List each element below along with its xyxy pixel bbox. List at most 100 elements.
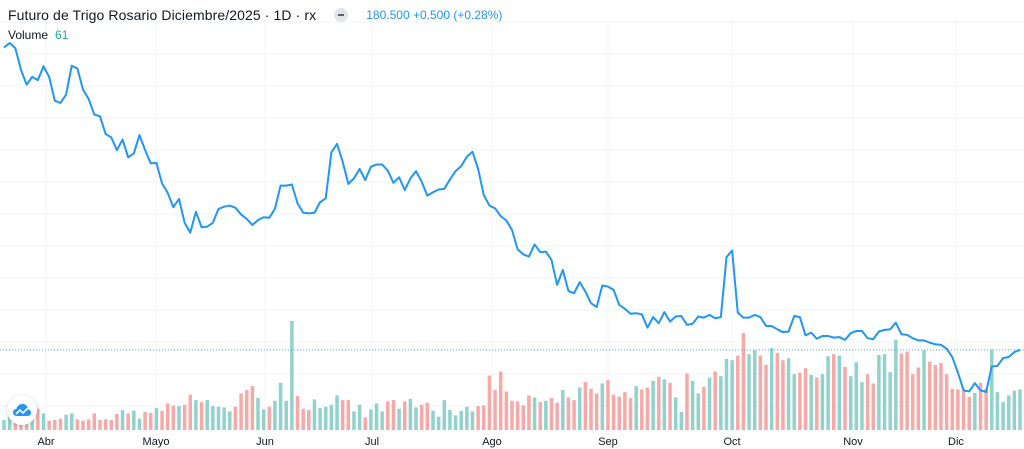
volume-bar [831,354,836,430]
volume-bar [786,358,791,430]
volume-bar [600,383,605,430]
x-tick-label: Abr [37,436,54,448]
volume-bar [103,419,108,430]
volume-bar [995,392,1000,430]
volume-bar [555,402,559,430]
volume-bar [673,397,678,430]
volume-bar [222,407,226,430]
volume-label: Volume [8,28,49,42]
volume-bar [815,377,819,430]
volume-bar [984,388,988,430]
volume-bar [41,413,46,430]
volume-bar [865,374,870,430]
time-axis: Abr Mayo Jun Jul Ago Sep Oct Nov Dic [37,436,964,448]
volume-bar [967,396,971,430]
volume-bar [470,411,475,430]
volume-bar [990,349,994,430]
volume-bar [357,404,362,430]
volume-bar [905,351,909,430]
volume-value: 61 [55,28,69,42]
volume-bar [916,367,921,430]
volume-bar [594,393,599,430]
chart-grid [0,20,1024,430]
volume-bar [741,332,746,430]
volume-bar [284,400,288,430]
volume-bar [877,354,881,430]
volume-bar [758,355,763,430]
volume-bar [75,419,80,430]
volume-bar [340,400,345,430]
volume-bar [386,401,390,430]
volume-bar [944,374,949,430]
volume-bar [250,386,255,430]
volume-bar [233,406,238,430]
volume-bar [798,372,802,430]
volume-bar [465,406,469,430]
symbol-title[interactable]: Futuro de Trigo Rosario Diciembre/2025 ·… [8,7,317,23]
volume-bar [391,400,396,430]
volume-bar [329,404,334,430]
volume-bar [177,406,181,430]
volume-bar [98,420,102,430]
volume-bar [431,410,435,430]
volume-bar [58,418,63,430]
volume-bar [927,361,932,430]
x-tick-label: Oct [723,436,740,448]
volume-bar [323,406,328,430]
volume-bar [301,408,305,430]
volume-bar [826,356,830,430]
hide-series-icon[interactable] [334,8,349,22]
volume-bar [899,353,904,430]
volume-bar [256,398,260,430]
volume-bar [611,394,616,430]
volume-bar [702,386,706,430]
volume-bar [628,398,633,430]
volume-bar [182,404,187,430]
volume-bar [154,408,159,430]
volume-bar [781,360,785,430]
volume-bar [724,358,729,430]
volume-bar [623,392,627,430]
x-tick-label: Dic [948,436,964,448]
volume-bar [487,375,492,430]
volume-bar [544,400,548,430]
volume-bar [561,390,565,430]
volume-bar [13,419,18,430]
volume-bar [199,402,204,430]
volume-bar [950,388,955,430]
cloud-logo-icon[interactable] [7,395,37,425]
volume-bar [617,396,621,430]
volume-bar [973,392,977,430]
volume-bar [640,389,644,430]
volume-bar [498,371,503,430]
volume-bar [1006,395,1011,430]
volume-bar [730,360,734,430]
volume-bar [425,402,430,430]
volume-bar [436,416,441,430]
volume-bar [160,410,164,430]
volume-bar [69,413,74,430]
chart-legend: Futuro de Trigo Rosario Diciembre/2025 ·… [8,5,502,25]
volume-bar [239,393,243,430]
last-quote: 180.500 +0.500 (+0.28%) [366,8,503,22]
volume-bar [64,414,68,430]
volume-bar [7,416,12,430]
volume-bar [747,354,751,430]
volume-bar [651,380,655,430]
volume-bar [527,395,531,430]
volume-bar [380,411,384,430]
volume-bar [109,420,113,430]
price-series-line [3,42,1021,393]
volume-bar [171,405,176,430]
volume-bar [216,406,221,430]
volume-bar [132,410,136,430]
x-tick-label: Jun [256,436,274,448]
volume-bar [165,403,170,430]
volume-bar [566,397,571,430]
volume-bar [521,405,526,430]
volume-bar [36,408,40,430]
x-tick-label: Nov [843,436,863,448]
volume-bar [346,400,351,430]
volume-bar [606,380,610,430]
